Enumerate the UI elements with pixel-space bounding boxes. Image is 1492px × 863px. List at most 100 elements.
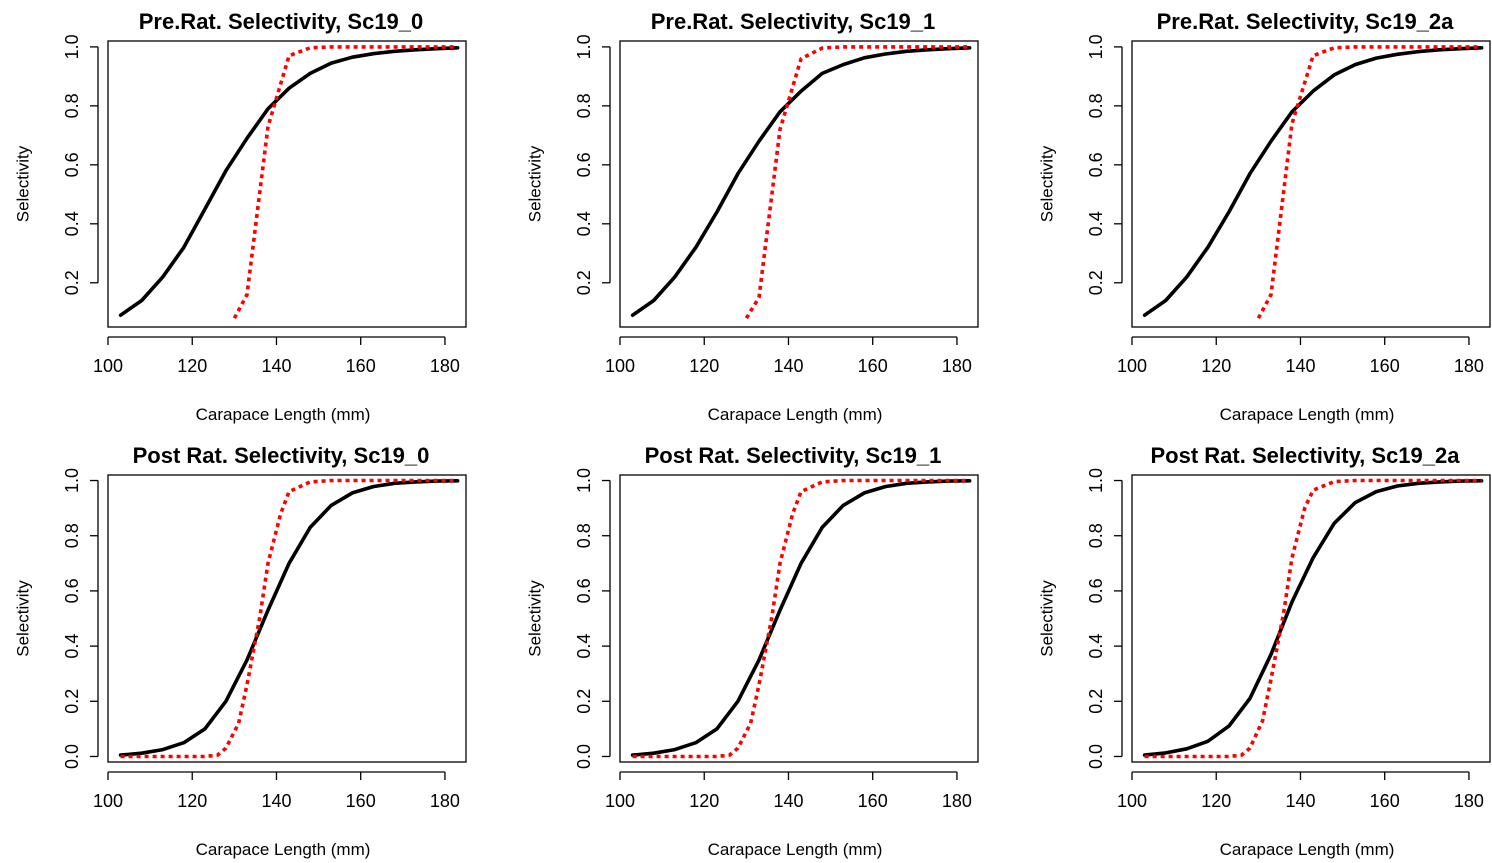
- y-tick-label: 0.8: [1086, 523, 1106, 548]
- y-tick-label: 0.8: [62, 523, 82, 548]
- y-tick-label: 0.4: [574, 211, 594, 236]
- x-tick-label: 100: [1117, 356, 1147, 376]
- series-line-solid: [118, 45, 460, 318]
- y-axis-label: Selectivity: [14, 145, 33, 222]
- series-line-solid: [1142, 478, 1484, 757]
- x-tick-label: 180: [430, 356, 460, 376]
- x-tick-label: 100: [605, 791, 635, 811]
- y-tick-label: 0.4: [1086, 634, 1106, 659]
- panel-2: Pre.Rat. Selectivity, Sc19_1 100 120 140 160…: [526, 9, 979, 424]
- chart-title: Pre.Rat. Selectivity, Sc19_0: [139, 9, 424, 34]
- y-tick-label: 0.6: [1086, 152, 1106, 177]
- series-line-dotted: [744, 45, 970, 320]
- y-axis-label: Selectivity: [526, 580, 545, 657]
- x-axis-label: Carapace Length (mm): [1220, 840, 1395, 859]
- x-tick-label: 100: [93, 791, 123, 811]
- series-line-solid: [1142, 45, 1484, 318]
- y-tick-label: 1.0: [1086, 34, 1106, 59]
- y-axis-label: Selectivity: [1038, 145, 1057, 222]
- y-tick-label: 0.8: [574, 523, 594, 548]
- y-tick-label: 1.0: [574, 34, 594, 59]
- y-tick-label: 0.0: [574, 744, 594, 769]
- chart-title: Post Rat. Selectivity, Sc19_2a: [1151, 443, 1461, 468]
- y-tick-label: 0.6: [574, 152, 594, 177]
- y-tick-label: 0.4: [62, 634, 82, 659]
- plot-frame: [619, 40, 979, 328]
- x-tick-label: 140: [1285, 356, 1315, 376]
- x-tick-label: 180: [942, 356, 972, 376]
- y-tick-label: 0.2: [1086, 270, 1106, 295]
- y-tick-label: 0.2: [62, 689, 82, 714]
- chart-title: Pre.Rat. Selectivity, Sc19_1: [651, 9, 936, 34]
- panel-6: Post Rat. Selectivity, Sc19_2a 100 120 140 1…: [1038, 443, 1491, 859]
- x-tick-label: 140: [1285, 791, 1315, 811]
- x-tick-label: 160: [858, 356, 888, 376]
- series-line-solid: [118, 478, 460, 757]
- y-tick-label: 0.8: [574, 93, 594, 118]
- x-tick-label: 180: [942, 791, 972, 811]
- y-tick-label: 0.0: [62, 744, 82, 769]
- x-tick-label: 120: [689, 356, 719, 376]
- plot-frame: [107, 40, 467, 328]
- y-tick-label: 0.6: [1086, 578, 1106, 603]
- series-line-dotted: [632, 478, 970, 759]
- y-tick-label: 0.6: [62, 578, 82, 603]
- y-tick-label: 0.8: [62, 93, 82, 118]
- x-tick-label: 140: [773, 791, 803, 811]
- x-tick-label: 120: [1201, 356, 1231, 376]
- x-tick-label: 140: [261, 791, 291, 811]
- chart-title: Post Rat. Selectivity, Sc19_0: [133, 443, 430, 468]
- x-axis-label: Carapace Length (mm): [196, 405, 371, 424]
- y-tick-label: 0.6: [62, 152, 82, 177]
- x-tick-label: 120: [177, 791, 207, 811]
- plot-frame: [1131, 40, 1491, 328]
- x-tick-label: 100: [1117, 791, 1147, 811]
- x-axis-label: Carapace Length (mm): [196, 840, 371, 859]
- y-tick-label: 0.2: [1086, 689, 1106, 714]
- y-tick-label: 1.0: [62, 34, 82, 59]
- series-line-dotted: [1144, 478, 1482, 759]
- x-tick-label: 180: [1454, 791, 1484, 811]
- y-tick-label: 0.4: [62, 211, 82, 236]
- y-axis-label: Selectivity: [526, 145, 545, 222]
- panel-4: Post Rat. Selectivity, Sc19_0 100 120 140 16…: [14, 443, 467, 859]
- y-tick-label: 1.0: [1086, 468, 1106, 493]
- plot-frame: [1131, 474, 1491, 763]
- plot-frame: [619, 474, 979, 763]
- series-line-dotted: [232, 45, 458, 320]
- x-tick-label: 140: [773, 356, 803, 376]
- y-tick-label: 0.6: [574, 578, 594, 603]
- chart-title: Post Rat. Selectivity, Sc19_1: [645, 443, 942, 468]
- x-tick-label: 180: [1454, 356, 1484, 376]
- y-tick-label: 0.8: [1086, 93, 1106, 118]
- y-tick-label: 0.0: [1086, 744, 1106, 769]
- x-tick-label: 160: [1370, 791, 1400, 811]
- x-axis-label: Carapace Length (mm): [708, 405, 883, 424]
- panel-3: Pre.Rat. Selectivity, Sc19_2a 100 120 140 16…: [1038, 9, 1491, 424]
- x-tick-label: 120: [689, 791, 719, 811]
- panel-1: Pre.Rat. Selectivity, Sc19_0 100 120 140 160…: [14, 9, 467, 424]
- x-tick-label: 100: [93, 356, 123, 376]
- x-tick-label: 160: [858, 791, 888, 811]
- panel-5: Post Rat. Selectivity, Sc19_1 100 120 140 16…: [526, 443, 979, 859]
- series-line-solid: [630, 478, 972, 757]
- y-tick-label: 0.2: [574, 270, 594, 295]
- y-tick-label: 0.2: [574, 689, 594, 714]
- y-axis-label: Selectivity: [1038, 580, 1057, 657]
- x-tick-label: 160: [1370, 356, 1400, 376]
- series-line-dotted: [120, 478, 458, 759]
- x-tick-label: 160: [346, 791, 376, 811]
- y-tick-label: 0.4: [574, 634, 594, 659]
- x-tick-label: 120: [177, 356, 207, 376]
- x-axis-label: Carapace Length (mm): [708, 840, 883, 859]
- y-axis-label: Selectivity: [14, 580, 33, 657]
- x-tick-label: 120: [1201, 791, 1231, 811]
- x-axis-label: Carapace Length (mm): [1220, 405, 1395, 424]
- series-line-solid: [630, 45, 972, 318]
- x-tick-label: 180: [430, 791, 460, 811]
- y-tick-label: 1.0: [574, 468, 594, 493]
- x-tick-label: 160: [346, 356, 376, 376]
- plot-frame: [107, 474, 467, 763]
- series-line-dotted: [1256, 45, 1482, 320]
